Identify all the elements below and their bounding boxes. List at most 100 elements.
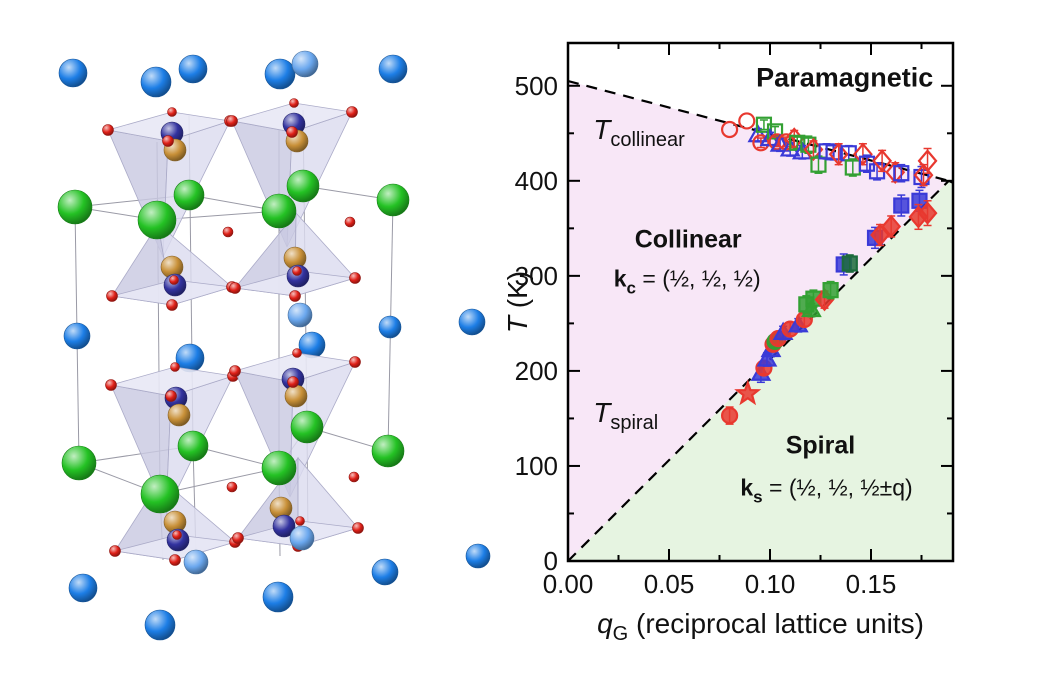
oxygen-atom bbox=[292, 266, 302, 276]
gold-site-atom bbox=[167, 403, 191, 427]
data-point-open-green-square bbox=[800, 136, 817, 153]
t-spiral-label: Tspiral bbox=[593, 397, 658, 434]
phase-diagram-chart: Paramagnetic Tcollinear Collinear kc = (½, … bbox=[505, 41, 955, 645]
y-tick-label: 400 bbox=[515, 166, 558, 196]
oxygen-atom bbox=[292, 348, 302, 358]
oxygen-atom bbox=[172, 530, 182, 540]
paramagnetic-label: Paramagnetic bbox=[756, 63, 933, 93]
data-point-open-red-circle bbox=[752, 134, 770, 152]
green-cation-atom bbox=[261, 193, 297, 229]
data-point-open-red-diamond bbox=[917, 149, 938, 173]
green-cation-atom bbox=[376, 183, 410, 217]
collinear-region bbox=[568, 81, 949, 561]
green-cation-atom bbox=[137, 200, 177, 240]
blue-cation-atom bbox=[63, 322, 91, 350]
oxygen-atom bbox=[169, 275, 179, 285]
data-point-filled-red-diamond bbox=[881, 214, 902, 239]
oxygen-atom bbox=[165, 390, 177, 402]
blue-cation-atom bbox=[289, 525, 315, 551]
green-cation-atom bbox=[140, 474, 180, 514]
oxygen-atom bbox=[166, 299, 178, 311]
data-point-open-blue-triangle bbox=[769, 133, 791, 152]
blue-cation-atom bbox=[287, 302, 313, 328]
data-point-filled-red-circle bbox=[720, 406, 739, 425]
oxygen-atom bbox=[167, 107, 177, 117]
data-point-open-blue-triangle bbox=[747, 123, 769, 143]
oxygen-atom bbox=[352, 522, 364, 534]
oxygen-atom bbox=[105, 379, 117, 391]
collinear-label: Collinear bbox=[635, 225, 742, 253]
oxygen-atom bbox=[232, 532, 244, 544]
data-point-filled-green-square bbox=[822, 282, 839, 299]
x-tick-label: 0.05 bbox=[644, 569, 695, 599]
y-tick-label: 0 bbox=[544, 546, 558, 576]
y-tick-label: 500 bbox=[515, 71, 558, 101]
data-point-open-blue-square bbox=[893, 165, 910, 182]
x-tick-label: 0.15 bbox=[846, 569, 897, 599]
series-spiral bbox=[720, 189, 938, 425]
blue-cation-atom bbox=[465, 543, 491, 569]
data-point-filled-red-star bbox=[734, 379, 762, 406]
oxygen-atom bbox=[226, 115, 238, 127]
oxygen-atom bbox=[229, 365, 241, 377]
data-point-open-red-circle bbox=[738, 112, 756, 130]
blue-cation-atom bbox=[183, 549, 209, 575]
blue-cation-atom bbox=[458, 308, 486, 336]
green-cation-atom bbox=[290, 410, 324, 444]
green-cation-atom bbox=[286, 169, 320, 203]
oxygen-atom bbox=[169, 554, 181, 566]
ks-label: ks = (½, ½, ½±q) bbox=[740, 474, 912, 506]
x-tick-label: 0.00 bbox=[543, 569, 594, 599]
blue-cation-atom bbox=[291, 50, 319, 78]
y-tick-label: 100 bbox=[515, 451, 558, 481]
data-point-filled-blue-triangle bbox=[756, 348, 778, 367]
oxygen-atom bbox=[286, 126, 298, 138]
blue-cation-atom bbox=[178, 54, 208, 84]
blue-cation-atom bbox=[68, 573, 98, 603]
oxygen-atom bbox=[222, 226, 234, 238]
kc-label: kc = (½, ½, ½) bbox=[614, 265, 761, 297]
data-point-filled-blue-square bbox=[893, 197, 910, 214]
x-tick-label: 0.10 bbox=[745, 569, 796, 599]
green-cation-atom bbox=[177, 430, 209, 462]
blue-cation-atom bbox=[378, 54, 408, 84]
data-point-filled-red-diamond bbox=[917, 201, 938, 225]
y-tick-label: 200 bbox=[515, 356, 558, 386]
oxygen-atom bbox=[349, 356, 361, 368]
oxygen-atom bbox=[109, 545, 121, 557]
oxygen-atom bbox=[162, 135, 174, 147]
blue-cation-atom bbox=[262, 581, 294, 613]
x-axis-label: qG (reciprocal lattice units) bbox=[597, 608, 924, 645]
crystal-structure-panel bbox=[0, 0, 505, 675]
t-collinear-label: Tcollinear bbox=[593, 114, 685, 151]
oxygen-atom bbox=[287, 376, 299, 388]
green-cation-atom bbox=[57, 189, 93, 225]
data-point-open-green-square bbox=[766, 123, 784, 140]
oxygen-atom bbox=[295, 516, 305, 526]
data-point-open-red-diamond bbox=[913, 163, 934, 187]
oxygen-atom bbox=[170, 362, 180, 372]
data-point-filled-darkgreen-square bbox=[841, 255, 858, 272]
oxygen-atom bbox=[106, 290, 118, 302]
blue-cation-atom bbox=[144, 609, 176, 641]
unit-cell-edge bbox=[159, 467, 280, 495]
oxygen-atom bbox=[349, 272, 361, 284]
navy-site-atom bbox=[272, 514, 296, 538]
blue-cation-atom bbox=[58, 58, 88, 88]
oxygen-atom bbox=[102, 124, 114, 136]
data-point-filled-green-triangle bbox=[801, 298, 822, 318]
green-cation-atom bbox=[261, 450, 297, 486]
phase-diagram-panel: Paramagnetic Tcollinear Collinear kc = (½, … bbox=[505, 0, 1042, 675]
oxygen-atom bbox=[344, 216, 356, 228]
data-point-open-red-diamond bbox=[828, 142, 849, 166]
green-cation-atom bbox=[61, 445, 97, 481]
oxygen-atom bbox=[289, 98, 299, 108]
data-point-open-green-square bbox=[789, 134, 806, 151]
blue-cation-atom bbox=[371, 558, 399, 586]
y-axis-label: T (K) bbox=[505, 271, 533, 333]
data-point-open-red-diamond bbox=[872, 149, 893, 173]
green-cation-atom bbox=[173, 179, 205, 211]
oxygen-atom bbox=[289, 290, 301, 302]
oxygen-atom bbox=[229, 282, 241, 294]
